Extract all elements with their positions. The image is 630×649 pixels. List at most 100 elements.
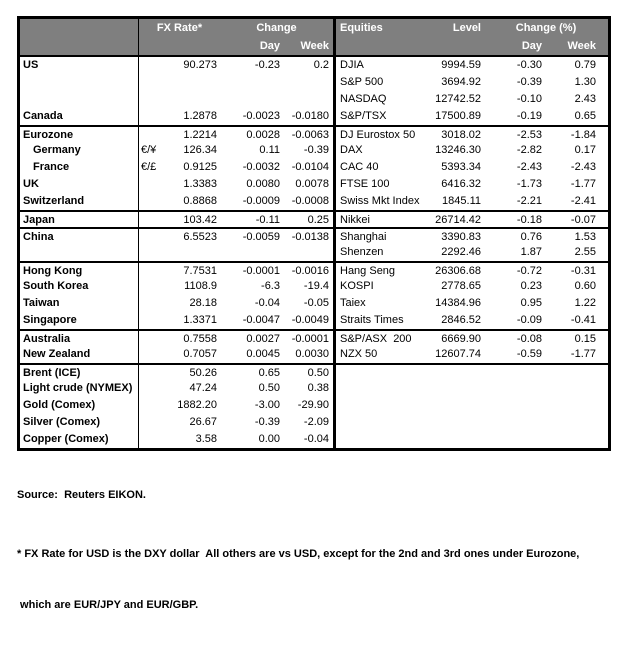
fx-day-change: -0.0001 (242, 265, 280, 277)
country-name: Singapore (20, 312, 139, 329)
header-row-2: Day Week Day Week (20, 37, 608, 55)
equity-week-change: -0.31 (570, 265, 596, 277)
table-divider (333, 414, 336, 431)
equity-level: 3694.92 (441, 76, 481, 88)
table-divider (333, 380, 336, 397)
fx-rate-value: 28.18 (189, 297, 217, 309)
fx-day-change: -0.39 (254, 416, 280, 428)
fx-rate-value: 6.5523 (183, 231, 217, 243)
equity-week-change: 0.79 (574, 59, 596, 71)
fx-week-change: -0.04 (303, 433, 329, 445)
table-divider (333, 263, 336, 278)
equity-name: DJIA (340, 59, 364, 71)
fx-footnote-line2: which are EUR/JPY and EUR/GBP. (17, 599, 199, 611)
fx-week-change (282, 74, 333, 91)
table-row: France €/£ 0.9125 -0.0032 -0.0104 CAC 40 5393.… (20, 159, 608, 176)
fx-rate-header: FX Rate* (156, 22, 203, 34)
fx-day-change: 0.0027 (246, 333, 280, 345)
equity-week-change (544, 431, 608, 448)
equity-name (336, 431, 426, 448)
fx-rate-value: 0.7057 (183, 348, 217, 360)
table-row: Shenzen 2292.46 1.87 2.55 (20, 244, 608, 261)
equity-name: Hang Seng (340, 265, 396, 277)
source-note: Source: Reuters EIKON. (17, 489, 146, 501)
fx-rate-value: 1882.20 (177, 399, 217, 411)
equity-day-change (484, 380, 544, 397)
equity-name (336, 365, 426, 380)
equity-name: NASDAQ (340, 93, 387, 105)
equity-day-change: -0.08 (516, 333, 542, 345)
fx-day-change (220, 244, 282, 261)
footer: Source: Reuters EIKON. * FX Rate for USD… (17, 452, 579, 649)
fx-rate-value: 26.67 (189, 416, 217, 428)
equity-day-change (484, 365, 544, 380)
equity-level: 12607.74 (435, 348, 481, 360)
equity-week-change (544, 380, 608, 397)
equity-name (336, 397, 426, 414)
equity-level: 14384.96 (435, 297, 481, 309)
equity-level: 6416.32 (441, 178, 481, 190)
country-name: France (20, 159, 139, 176)
currency-pair-symbol (139, 244, 165, 261)
currency-pair-symbol (139, 193, 165, 210)
currency-pair-symbol (139, 263, 165, 278)
table-row: Japan 103.42 -0.11 0.25 Nikkei 26714.42 -0.18 -… (20, 210, 608, 227)
table-divider (333, 193, 336, 210)
table-row: Australia 0.7558 0.0027 -0.0001 S&P/ASX 200 6… (20, 329, 608, 346)
equity-name: DAX (340, 144, 363, 156)
country-name: UK (20, 176, 139, 193)
fx-day-change: 0.65 (258, 367, 280, 379)
equity-day-header: Day (521, 40, 542, 52)
equity-week-change: -1.77 (570, 348, 596, 360)
country-name: New Zealand (20, 346, 139, 363)
equity-day-change: -0.59 (516, 348, 542, 360)
fx-day-change: 0.11 (259, 144, 280, 156)
equity-week-change: -2.41 (570, 195, 596, 207)
equity-day-change: -0.30 (516, 59, 542, 71)
fx-rate-value: 126.34 (183, 144, 217, 156)
table-divider (333, 142, 336, 159)
equity-week-change: 1.22 (574, 297, 596, 309)
equity-week-change: -1.77 (570, 178, 596, 190)
equity-level: 17500.89 (435, 110, 481, 122)
table-row: NASDAQ 12742.52 -0.10 2.43 (20, 91, 608, 108)
currency-pair-symbol (139, 91, 165, 108)
fx-week-change: -19.4 (303, 280, 329, 292)
equity-level: 3390.83 (441, 231, 481, 243)
currency-pair-symbol (139, 312, 165, 329)
table-row: US 90.273 -0.23 0.2 DJIA 9994.59 -0.30 0.79 (20, 57, 608, 74)
table-row: Gold (Comex) 1882.20 -3.00 -29.90 (20, 397, 608, 414)
country-name: Australia (20, 331, 139, 346)
fx-week-change: -0.0063 (291, 129, 329, 141)
country-name: Japan (20, 212, 139, 227)
fx-rate-value: 0.9125 (183, 161, 217, 173)
country-name: Canada (20, 108, 139, 125)
equity-week-change: -0.07 (570, 214, 596, 226)
table-row: Taiwan 28.18 -0.04 -0.05 Taiex 14384.96 0.95 1.… (20, 295, 608, 312)
equity-day-change: -2.43 (516, 161, 542, 173)
table-divider (333, 176, 336, 193)
fx-day-change: 0.00 (258, 433, 280, 445)
fx-rate-value: 103.42 (183, 214, 217, 226)
currency-pair-symbol (139, 331, 165, 346)
fx-rate-value: 3.58 (195, 433, 217, 445)
country-name: Brent (ICE) (20, 365, 139, 380)
equity-week-change: -2.43 (570, 161, 596, 173)
equity-name: Straits Times (340, 314, 404, 326)
header-name-spacer (20, 37, 139, 55)
equity-week-change: 2.43 (574, 93, 596, 105)
fx-week-change: 0.25 (307, 214, 329, 226)
equity-name: Shenzen (340, 246, 384, 258)
fx-day-change: 0.0028 (246, 129, 280, 141)
equity-week-change (544, 397, 608, 414)
fx-week-change: 0.50 (307, 367, 329, 379)
fx-rate-value: 0.8868 (183, 195, 217, 207)
table-divider (333, 212, 336, 227)
equity-week-change: 0.65 (574, 110, 596, 122)
header-fx-spacer (139, 37, 220, 55)
equity-name: KOSPI (340, 280, 374, 292)
fx-week-change: 0.0030 (295, 348, 329, 360)
country-name (20, 244, 139, 261)
header-row-1: FX Rate* Change Equities Level Change (%… (20, 19, 608, 37)
equities-header: Equities (340, 22, 383, 34)
